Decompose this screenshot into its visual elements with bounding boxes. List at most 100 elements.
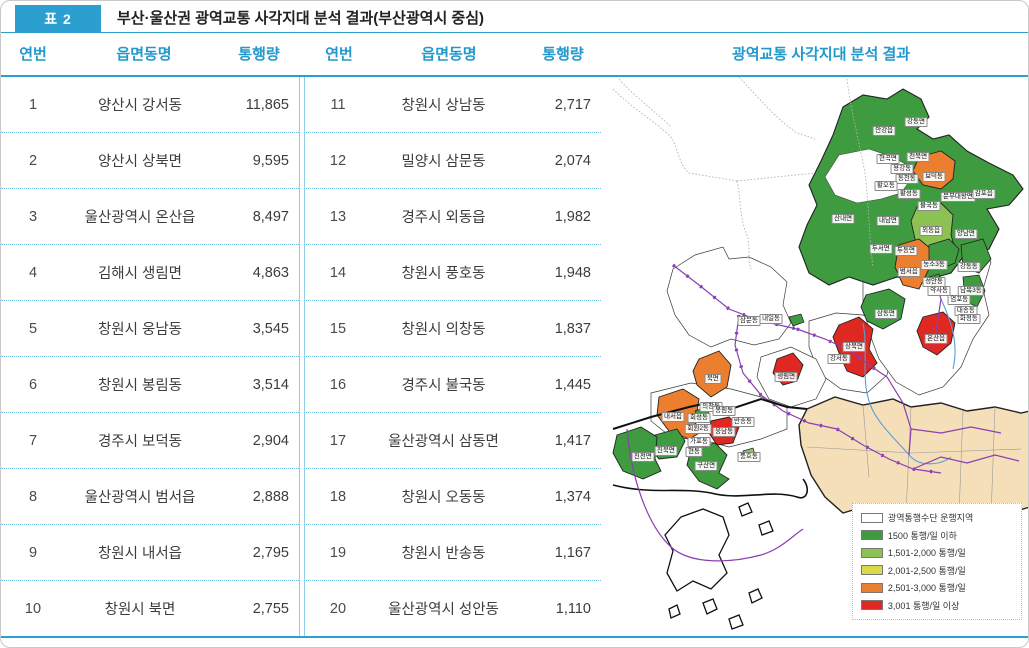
traffic-volume: 3,545 [252,320,289,337]
traffic-volume: 1,982 [554,208,591,225]
col-header-name-right: 읍면동명 [421,46,477,63]
table-row: 3 울산광역시 온산읍 8,497 [1,189,299,245]
map-region-label: 현동 [685,447,703,458]
legend-label: 2,501-3,000 통행/일 [887,583,966,594]
district-name: 경주시 불국동 [401,378,486,394]
row-number: 6 [28,376,38,393]
map-region-label: 진전면 [631,451,655,462]
traffic-volume: 1,417 [554,432,591,449]
map-region-label: 약사동 [927,285,951,296]
traffic-volume: 1,837 [554,320,591,337]
table-row: 8 울산광역시 범서읍 2,888 [1,469,299,525]
district-name: 경주시 보덕동 [97,434,183,450]
row-number: 12 [329,152,347,169]
row-number: 15 [329,320,347,337]
map-region-label: 황성동 [897,189,921,200]
table-left-half: 1 양산시 강서동 11,865 2 양산시 상북면 9,595 3 울산광역시 온산읍 8,4… [1,77,299,636]
row-number: 8 [28,488,38,505]
map-panel-title: 광역교통 사각지대 분석 결과 [731,46,911,63]
table-bottom-rule [1,636,1028,638]
map-region-label: 풍호동 [737,451,761,462]
map-region-label: 두서면 [869,244,893,255]
map-region-label: 황오동 [874,181,898,192]
map-region-label: 북면 [704,373,722,385]
table-row: 19 창원시 반송동 1,167 [306,525,601,581]
traffic-volume: 4,863 [252,264,289,281]
traffic-volume: 2,074 [554,152,591,169]
col-header-name-left: 읍면동명 [116,46,172,63]
district-name: 창원시 북면 [104,602,176,618]
district-name: 양산시 상북면 [97,154,183,170]
district-name: 밀양시 삼문동 [401,154,486,170]
table-row: 5 창원시 웅남동 3,545 [1,301,299,357]
col-header-vol-right: 통행량 [542,46,584,63]
row-number: 7 [28,432,38,449]
map-region-label: 내남면 [876,216,900,227]
map-region-label: 봉림동 [712,405,736,417]
district-name: 창원시 웅남동 [97,322,183,338]
map-region-label: 천북면 [906,152,930,163]
map-region-label: 화정동 [957,313,981,325]
table-row: 17 울산광역시 삼동면 1,417 [306,413,601,469]
map-region-label: 안강읍 [872,125,896,136]
row-number: 14 [329,264,347,281]
map-region-label: 양남면 [954,228,978,239]
legend-item: 광역통행수단 운행지역 [860,511,1013,524]
district-name: 울산광역시 범서읍 [84,490,196,506]
legend-label: 1,501-2,000 통행/일 [887,548,966,559]
traffic-volume: 1,445 [554,376,591,393]
map-region-label: 외동읍 [919,225,943,236]
col-header-no-left: 연번 [19,46,47,63]
district-name: 김해시 생림면 [97,266,183,282]
legend-swatch [860,565,883,576]
legend-list: 광역통행수단 운행지역 1500 통행/일 이하 1,501-2,000 통행/일 2… [860,511,1013,612]
legend-swatch [860,547,883,558]
map-metro-stations [671,263,942,475]
district-name: 양산시 강서동 [97,98,183,114]
district-name: 창원시 오동동 [401,490,486,506]
map-rail-lines [612,77,874,270]
legend-label: 3,001 통행/일 이상 [887,600,960,611]
map-region-label: 삼문동 [737,316,761,327]
table-row: 6 창원시 봉림동 3,514 [1,357,299,413]
legend-item: 2,501-3,000 통행/일 [860,581,1013,594]
traffic-volume: 1,167 [554,544,591,561]
traffic-volume: 8,497 [252,208,289,225]
map-region-label: 반송동 [731,416,755,427]
table-row: 20 울산광역시 성안동 1,110 [306,581,601,636]
header-rule [1,32,1028,33]
legend-label: 광역통행수단 운행지역 [887,513,974,524]
map-region-label: 현곡면 [876,153,900,164]
map-region-label: 산내면 [831,213,855,224]
traffic-volume: 1,948 [554,264,591,281]
row-number: 17 [329,432,347,449]
map-region-label: 강서동 [827,353,851,365]
col-header-vol-left: 통행량 [238,46,280,63]
table-row: 9 창원시 내서읍 2,795 [1,525,299,581]
map-region-label: 염포동 [947,295,971,306]
row-number: 11 [330,96,346,113]
row-number: 10 [24,600,42,617]
table-row: 16 경주시 불국동 1,445 [306,357,601,413]
col-header-no-right: 연번 [325,46,353,63]
traffic-volume: 11,865 [245,96,289,113]
traffic-volume: 2,888 [252,488,289,505]
row-number: 13 [329,208,347,225]
district-name: 창원시 풍호동 [401,266,486,282]
map-region-label: 강동면 [904,117,928,128]
table-row: 12 밀양시 삼문동 2,074 [306,133,601,189]
district-name: 창원시 봉림동 [97,378,183,394]
table-row: 18 창원시 오동동 1,374 [306,469,601,525]
traffic-volume: 2,904 [252,432,289,449]
legend-label: 2,001-2,500 통행/일 [887,565,966,576]
district-name: 울산광역시 성안동 [388,602,499,618]
table-row: 13 경주시 외동읍 1,982 [306,189,601,245]
row-number: 18 [329,488,347,505]
table-row: 2 양산시 상북면 9,595 [1,133,299,189]
traffic-volume: 3,514 [252,376,289,393]
map-region-label: 남목3동 [957,285,985,296]
table-row: 4 김해시 생림면 4,863 [1,245,299,301]
map-region-label: 용강동 [890,164,914,175]
traffic-volume: 2,717 [554,96,591,113]
district-name: 울산광역시 온산읍 [84,210,196,226]
